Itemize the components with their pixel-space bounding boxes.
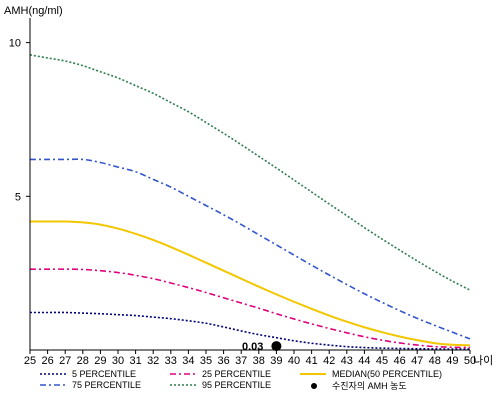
x-tick-label: 28 xyxy=(77,355,89,367)
y-tick-label: 5 xyxy=(15,191,21,203)
series-line-25-percentile xyxy=(29,268,471,349)
x-tick-label: 45 xyxy=(376,355,388,367)
legend-entry-label: 5 PERCENTILE xyxy=(72,369,136,379)
legend-entry-label: 25 PERCENTILE xyxy=(202,369,271,379)
ticks: 25 26 27 28 29 30 31 32 33 34 35 36 37 38 39 40 41 42 43 44… xyxy=(9,38,476,367)
x-tick-label: 49 xyxy=(446,355,458,367)
x-tick-label: 44 xyxy=(358,355,370,367)
x-tick-label: 36 xyxy=(217,355,229,367)
x-tick-label: 31 xyxy=(129,355,141,367)
patient-amh-point xyxy=(271,341,282,352)
patient-amh-value-label: 0.03 xyxy=(242,341,263,353)
x-tick-label: 38 xyxy=(253,355,265,367)
legend-point-marker xyxy=(311,383,317,389)
x-tick-label: 39 xyxy=(270,355,282,367)
x-tick-label: 41 xyxy=(305,355,317,367)
series-line-5-percentile xyxy=(30,311,471,350)
legend-entry-label: MEDIAN(50 PERCENTILE) xyxy=(332,369,442,379)
series-line-75-percentile xyxy=(30,158,471,340)
x-axis-label: 나이 xyxy=(473,354,493,367)
legend: 5 PERCENTILE 25 PERCENTILE MEDIAN(50 PERCE… xyxy=(40,369,442,391)
y-axis-label: AMH(ng/ml) xyxy=(4,5,63,17)
series-line-median-50-percentile xyxy=(29,220,471,347)
x-tick-label: 35 xyxy=(200,355,212,367)
x-tick-label: 46 xyxy=(393,355,405,367)
series-layer xyxy=(29,54,471,350)
x-tick-label: 32 xyxy=(147,355,159,367)
x-tick-label: 29 xyxy=(94,355,106,367)
axes: AMH(ng/ml) 나이 xyxy=(4,5,493,367)
legend-entry-label: 95 PERCENTILE xyxy=(202,380,271,390)
x-tick-label: 27 xyxy=(59,355,71,367)
x-tick-label: 47 xyxy=(411,355,423,367)
x-tick-label: 34 xyxy=(182,355,194,367)
x-tick-label: 26 xyxy=(41,355,53,367)
x-tick-label: 42 xyxy=(323,355,335,367)
legend-entry-label: 75 PERCENTILE xyxy=(72,380,141,390)
series-line-95-percentile xyxy=(29,54,471,291)
x-tick-label: 43 xyxy=(341,355,353,367)
x-tick-label: 48 xyxy=(429,355,441,367)
x-tick-label: 25 xyxy=(24,355,36,367)
x-tick-label: 30 xyxy=(112,355,124,367)
x-tick-label: 50 xyxy=(464,355,476,367)
legend-entry-label: 수진자의 AMH 농도 xyxy=(332,381,407,391)
x-tick-label: 40 xyxy=(288,355,300,367)
patient-point-layer: 0.03 xyxy=(242,341,282,353)
x-tick-label: 33 xyxy=(165,355,177,367)
x-tick-label: 37 xyxy=(235,355,247,367)
y-tick-label: 10 xyxy=(9,38,21,50)
